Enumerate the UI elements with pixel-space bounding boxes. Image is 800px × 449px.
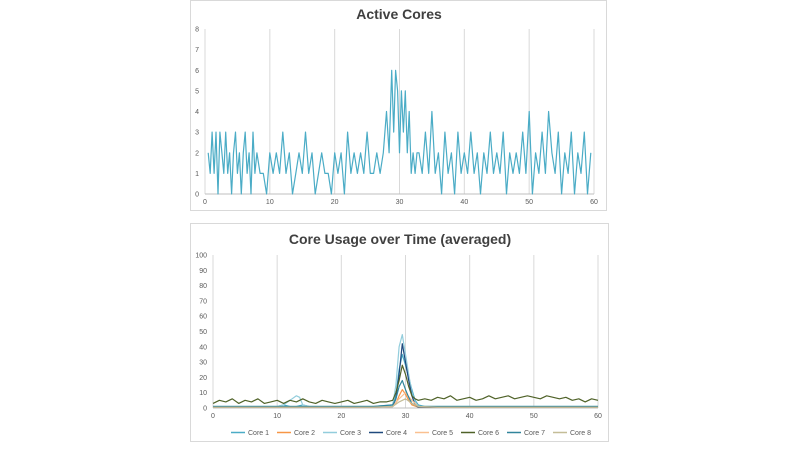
y-tick-label: 0 xyxy=(203,406,207,413)
chart-title: Core Usage over Time (averaged) xyxy=(289,231,511,247)
y-tick-label: 1 xyxy=(195,171,199,178)
core-usage-chart-panel: Core Usage over Time (averaged) 0 10 20 30 4… xyxy=(190,223,609,442)
series-line-core-8 xyxy=(213,398,598,408)
x-tick-label: 60 xyxy=(594,413,602,420)
y-tick-label: 50 xyxy=(199,329,207,336)
y-tick-label: 60 xyxy=(199,314,207,321)
y-tick-label: 6 xyxy=(195,68,199,75)
y-tick-label: 90 xyxy=(199,268,207,275)
x-tick-label: 0 xyxy=(211,413,215,420)
series-line-core-6 xyxy=(212,364,599,404)
x-tick-label: 20 xyxy=(331,199,339,206)
x-tick-label: 30 xyxy=(402,413,410,420)
y-tick-label: 7 xyxy=(195,47,199,54)
x-tick-label: 50 xyxy=(525,199,533,206)
y-tick-label: 3 xyxy=(195,130,199,137)
x-tick-label: 20 xyxy=(337,413,345,420)
legend-label: Core 7 xyxy=(524,430,545,437)
core-usage-chart: Core Usage over Time (averaged) 0 10 20 30 4… xyxy=(195,231,602,437)
y-tick-label: 5 xyxy=(195,88,199,95)
y-tick-label: 80 xyxy=(199,283,207,290)
legend-label: Core 1 xyxy=(248,430,269,437)
y-tick-label: 10 xyxy=(199,390,207,397)
y-tick-label: 8 xyxy=(195,27,199,34)
series-line-1 xyxy=(207,69,592,195)
active-cores-chart: Active Cores 0 10 20 30 40 50 60 0 1 2 3 4 5 6 7 8 xyxy=(195,6,598,206)
series-line-core-7 xyxy=(213,379,598,408)
x-tick-label: 50 xyxy=(530,413,538,420)
x-tick-label: 10 xyxy=(273,413,281,420)
y-tick-label: 0 xyxy=(195,192,199,199)
x-tick-label: 60 xyxy=(590,199,598,206)
x-tick-label: 30 xyxy=(396,199,404,206)
legend-label: Core 4 xyxy=(386,430,407,437)
y-tick-label: 100 xyxy=(195,253,207,260)
legend-label: Core 8 xyxy=(570,430,591,437)
y-tick-label: 40 xyxy=(199,344,207,351)
y-tick-label: 70 xyxy=(199,298,207,305)
legend-label: Core 3 xyxy=(340,430,361,437)
x-tick-label: 40 xyxy=(460,199,468,206)
y-tick-label: 20 xyxy=(199,375,207,382)
y-tick-label: 30 xyxy=(199,360,207,367)
active-cores-chart-panel: Active Cores 0 10 20 30 40 50 60 0 1 2 3 4 5 6 7 8 xyxy=(190,0,607,211)
y-tick-label: 2 xyxy=(195,150,199,157)
legend-label: Core 2 xyxy=(294,430,315,437)
x-tick-label: 0 xyxy=(203,199,207,206)
legend-label: Core 5 xyxy=(432,430,453,437)
legend-label: Core 6 xyxy=(478,430,499,437)
chart-title: Active Cores xyxy=(356,6,442,22)
y-tick-label: 4 xyxy=(195,109,199,116)
x-tick-label: 40 xyxy=(466,413,474,420)
x-tick-label: 10 xyxy=(266,199,274,206)
